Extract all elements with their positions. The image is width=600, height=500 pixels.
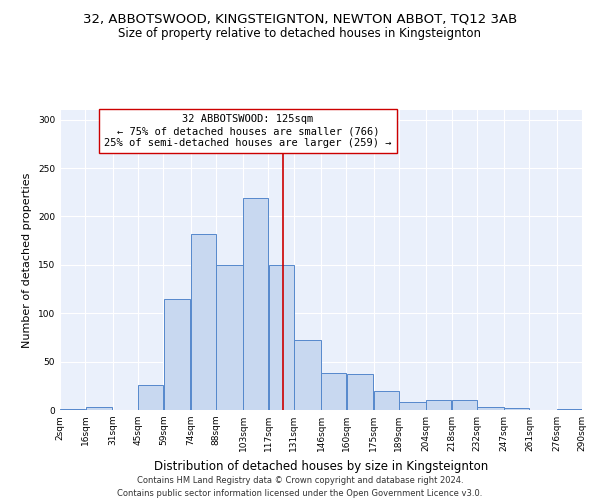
Bar <box>164 298 190 410</box>
Text: Size of property relative to detached houses in Kingsteignton: Size of property relative to detached ho… <box>119 28 482 40</box>
Bar <box>86 407 112 410</box>
Bar <box>427 400 451 410</box>
Text: 32, ABBOTSWOOD, KINGSTEIGNTON, NEWTON ABBOT, TQ12 3AB: 32, ABBOTSWOOD, KINGSTEIGNTON, NEWTON AB… <box>83 12 517 26</box>
Bar <box>374 390 398 410</box>
Bar <box>321 373 346 410</box>
Bar <box>216 265 243 410</box>
Bar <box>294 340 321 410</box>
Bar <box>60 409 85 410</box>
Bar <box>452 400 476 410</box>
Bar <box>347 374 373 410</box>
X-axis label: Distribution of detached houses by size in Kingsteignton: Distribution of detached houses by size … <box>154 460 488 472</box>
Bar <box>557 409 582 410</box>
Y-axis label: Number of detached properties: Number of detached properties <box>22 172 32 348</box>
Bar <box>477 407 504 410</box>
Text: 32 ABBOTSWOOD: 125sqm
← 75% of detached houses are smaller (766)
25% of semi-det: 32 ABBOTSWOOD: 125sqm ← 75% of detached … <box>104 114 392 148</box>
Text: Contains HM Land Registry data © Crown copyright and database right 2024.
Contai: Contains HM Land Registry data © Crown c… <box>118 476 482 498</box>
Bar <box>244 198 268 410</box>
Bar <box>399 402 426 410</box>
Bar <box>191 234 215 410</box>
Bar <box>269 265 293 410</box>
Bar <box>138 385 163 410</box>
Bar <box>505 408 529 410</box>
